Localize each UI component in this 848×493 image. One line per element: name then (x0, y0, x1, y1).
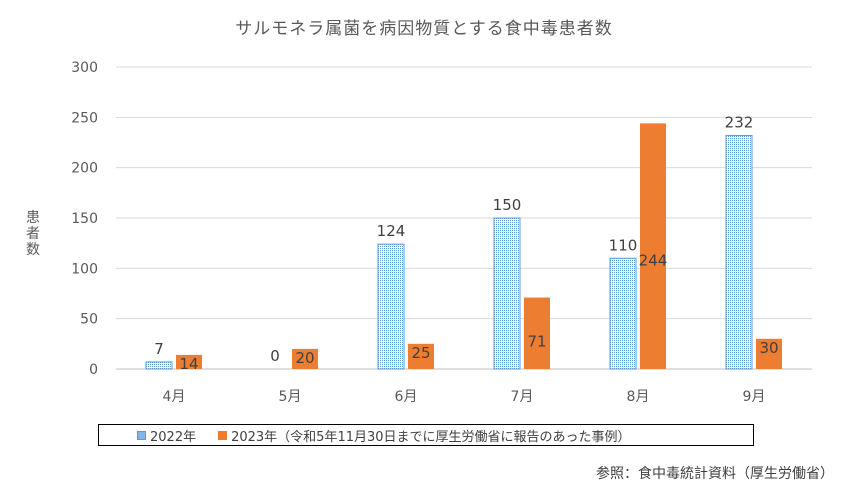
bar-2023 (176, 354, 202, 369)
data-label-2023: 14 (179, 355, 198, 373)
x-tick-label: 6月 (395, 389, 418, 405)
x-tick-label: 9月 (743, 389, 766, 405)
data-label-2023: 20 (295, 349, 314, 367)
y-tick-label: 150 (71, 211, 98, 227)
data-label-2023: 25 (411, 344, 430, 362)
bar-2022 (609, 257, 637, 370)
bar-2023 (292, 348, 318, 369)
y-tick-label: 250 (71, 110, 98, 126)
chart-title: サルモネラ属菌を病因物質とする食中毒患者数 (235, 19, 613, 39)
data-label-2023: 244 (639, 251, 668, 269)
bar-2022 (145, 361, 173, 370)
source-note: 参照：食中毒統計資料（厚生労働省） (596, 466, 834, 482)
x-tick-label: 4月 (163, 389, 186, 405)
data-label-2022: 232 (725, 113, 754, 131)
legend-swatch-2022 (137, 430, 146, 440)
y-tick-label: 200 (71, 161, 98, 177)
x-tick-label: 5月 (279, 389, 302, 405)
legend-label-2023: 2023年（令和5年11月30日までに厚生労働省に報告のあった事例） (231, 429, 631, 445)
y-tick-label: 100 (71, 261, 98, 277)
data-label-2022: 7 (154, 340, 164, 358)
data-label-2023: 71 (527, 332, 546, 350)
bar-2022 (377, 243, 405, 370)
y-tick-label: 50 (80, 312, 98, 328)
bar-2022 (493, 217, 521, 370)
legend: 2022年 2023年（令和5年11月30日までに厚生労働省に報告のあった事例） (98, 424, 754, 446)
bar-2023 (756, 338, 782, 369)
legend-item-2023: 2023年（令和5年11月30日までに厚生労働省に報告のあった事例） (218, 426, 631, 445)
y-tick-label: 0 (89, 362, 98, 378)
legend-label-2022: 2022年 (150, 429, 197, 445)
y-axis-label: 患者数 (26, 210, 40, 258)
bar-2023 (640, 123, 666, 369)
data-label-2022: 110 (609, 236, 638, 254)
bar-2023 (408, 343, 434, 369)
legend-swatch-2023 (218, 430, 228, 440)
x-tick-label: 8月 (627, 389, 650, 405)
bar-2022 (725, 134, 753, 370)
x-tick-label: 7月 (511, 389, 534, 405)
data-label-2023: 30 (759, 339, 778, 357)
legend-item-2022: 2022年 (137, 426, 196, 445)
data-label-2022: 150 (493, 196, 522, 214)
bar-2023 (524, 297, 550, 369)
y-tick-label: 300 (71, 60, 98, 76)
data-label-2022: 124 (377, 222, 406, 240)
data-label-2022: 0 (270, 347, 280, 365)
